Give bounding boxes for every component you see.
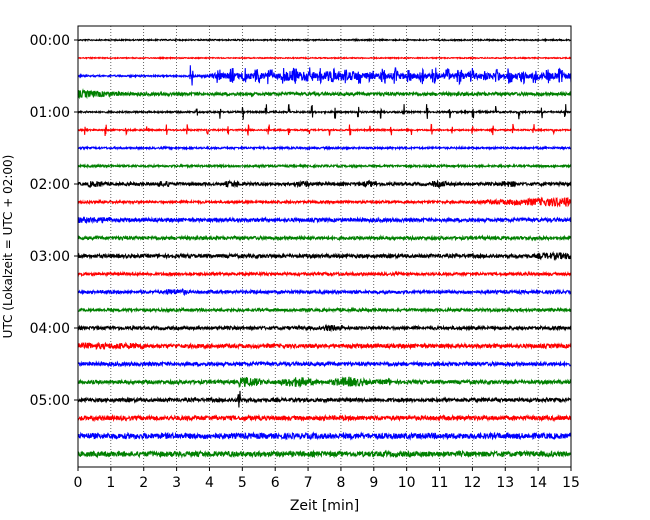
trace-group [77, 37, 572, 459]
trace-0330 [77, 288, 572, 296]
y-tick-label: 01:00 [30, 105, 70, 121]
trace-0515 [77, 413, 572, 423]
trace-0130 [77, 144, 572, 151]
x-tick-label: 1 [106, 475, 115, 491]
trace-0015 [77, 56, 572, 60]
x-tick-label: 5 [238, 475, 247, 491]
x-tick-label: 13 [496, 475, 514, 491]
y-axis-ticks: 00:00 01:00 02:00 03:00 04:00 05:00 [30, 33, 78, 409]
x-tick-label: 9 [369, 475, 378, 491]
y-axis-label: UTC (Lokalzeit = UTC + 02:00) [1, 155, 15, 339]
trace-0215 [77, 196, 572, 208]
x-axis-label: Zeit [min] [290, 498, 359, 514]
x-tick-label: 10 [398, 475, 416, 491]
trace-0315 [77, 270, 572, 278]
trace-0100 [77, 104, 572, 120]
trace-0030 [77, 65, 572, 86]
x-tick-label: 12 [463, 475, 481, 491]
trace-0145 [77, 162, 572, 170]
trace-0445 [77, 376, 572, 389]
trace-0245 [77, 234, 572, 242]
y-tick-label: 03:00 [30, 249, 70, 265]
x-tick-label: 4 [205, 475, 214, 491]
x-axis-ticks: 0 1 2 3 4 5 6 7 8 9 10 11 12 13 14 15 [74, 467, 580, 491]
x-tick-label: 3 [172, 475, 181, 491]
trace-0400 [77, 323, 572, 333]
x-tick-label: 7 [304, 475, 313, 491]
y-tick-label: 02:00 [30, 177, 70, 193]
x-tick-label: 2 [139, 475, 148, 491]
y-tick-label: 05:00 [30, 393, 70, 409]
trace-0115 [77, 123, 572, 137]
trace-0530 [77, 431, 572, 441]
trace-0000 [77, 37, 572, 43]
x-tick-label: 6 [271, 475, 280, 491]
trace-0300 [77, 250, 572, 261]
trace-0545 [77, 449, 572, 459]
trace-0415 [77, 341, 572, 351]
trace-0345 [77, 306, 572, 314]
x-tick-label: 14 [529, 475, 547, 491]
x-tick-label: 8 [336, 475, 345, 491]
trace-0200 [77, 179, 572, 189]
trace-0500 [77, 390, 572, 408]
trace-0230 [77, 216, 572, 225]
x-tick-label: 0 [74, 475, 83, 491]
y-tick-label: 00:00 [30, 33, 70, 49]
y-tick-label: 04:00 [30, 321, 70, 337]
trace-0430 [77, 360, 572, 368]
x-tick-label: 15 [562, 475, 580, 491]
trace-0045 [77, 88, 572, 100]
plot-frame [77, 25, 572, 468]
x-tick-label: 11 [431, 475, 449, 491]
